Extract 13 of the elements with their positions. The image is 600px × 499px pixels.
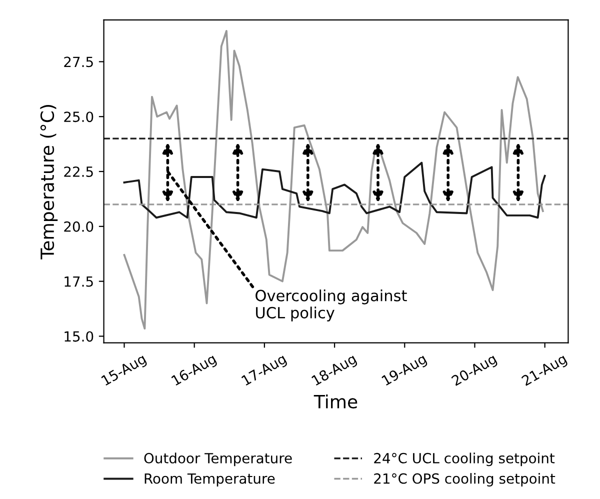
y-tick-label: 25.0 (64, 112, 94, 122)
y-tick-label: 15.0 (64, 331, 94, 342)
legend-label: Outdoor Temperature (144, 452, 292, 466)
x-axis-title: Time (314, 394, 358, 408)
legend-label: 21°C OPS cooling setpoint (374, 473, 556, 486)
y-tick-label: 27.5 (64, 56, 93, 68)
legend-label: Room Temperature (144, 473, 275, 486)
y-tick-label: 20.0 (64, 221, 94, 232)
y-tick-label: 17.5 (64, 276, 93, 287)
y-axis-title: Temperature (°C) (40, 105, 58, 260)
y-tick-label: 22.5 (64, 166, 93, 177)
annotation: Overcooling against UCL policy (256, 290, 407, 322)
legend-label: 24°C UCL cooling setpoint (374, 452, 555, 466)
